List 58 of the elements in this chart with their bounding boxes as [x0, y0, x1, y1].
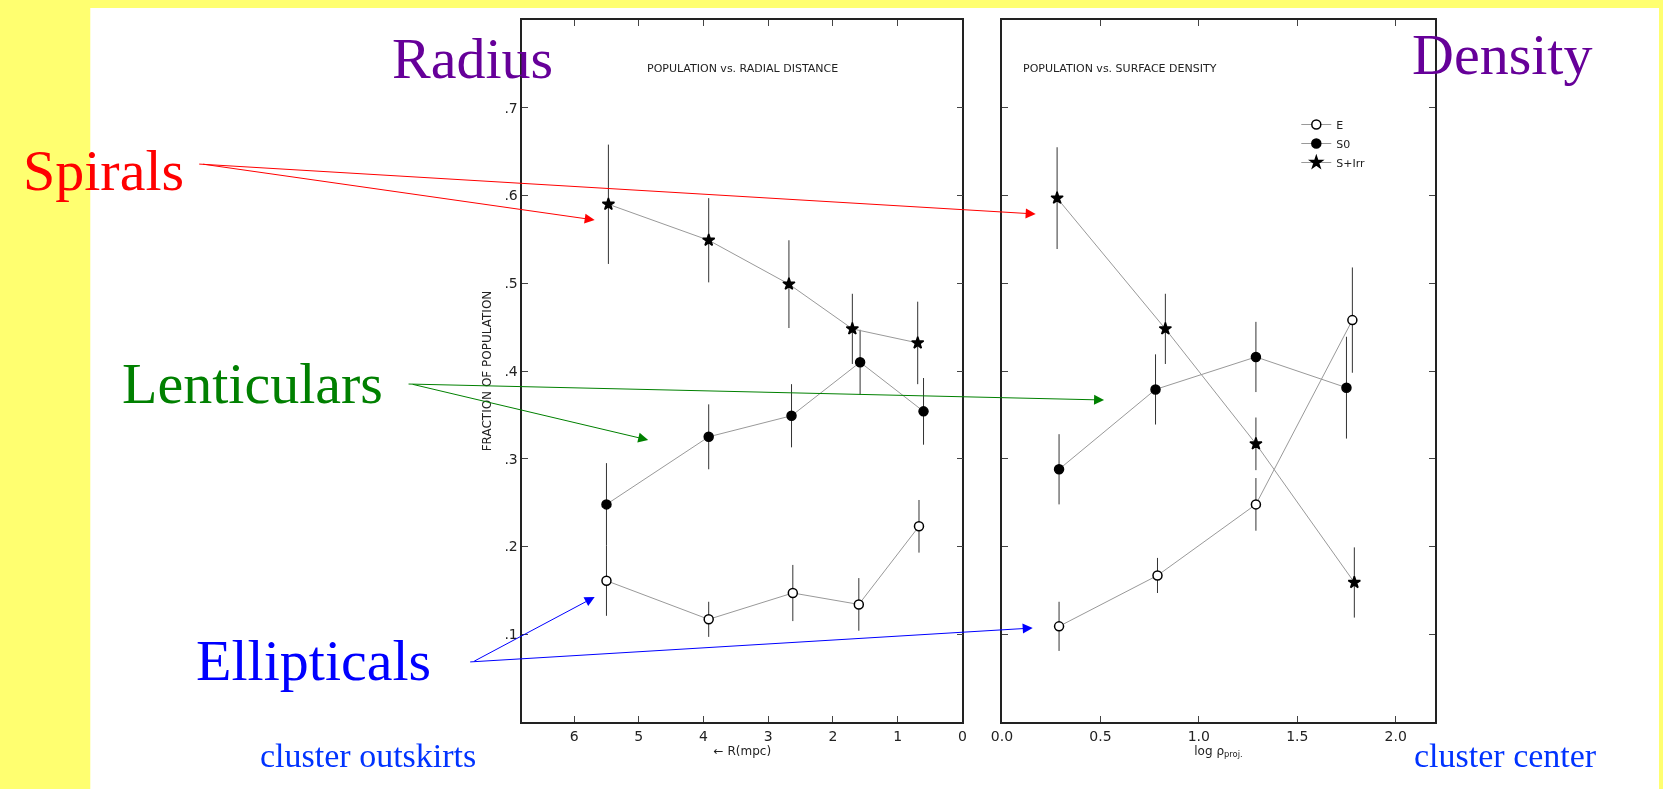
x-tick-label: 0 [957, 727, 967, 744]
point [1249, 436, 1263, 450]
point [1053, 621, 1065, 632]
x-tick-label: 4 [699, 727, 709, 744]
point [701, 233, 716, 247]
point [703, 431, 714, 443]
point [918, 406, 929, 417]
x-tick-label: 1 [893, 727, 903, 744]
y-tick-label: .7 [504, 99, 518, 116]
point [853, 599, 865, 610]
y-tick-label: .3 [504, 450, 518, 467]
y-tick-label: .4 [504, 362, 518, 379]
point [601, 575, 612, 586]
point [1250, 351, 1262, 363]
point [1341, 382, 1352, 393]
x-axis-title: ← R(mpc) [713, 743, 772, 758]
point [854, 356, 866, 368]
y-tick-label: .1 [504, 626, 518, 643]
y-axis-title: FRACTION OF POPULATION [480, 290, 495, 452]
point [1152, 570, 1163, 581]
legend-label: S+Irr [1336, 156, 1366, 170]
y-tick-label: .6 [504, 187, 518, 204]
point [786, 410, 797, 421]
point [1050, 191, 1064, 204]
x-tick-label: 1.5 [1286, 727, 1309, 744]
x-tick-label: 5 [634, 727, 644, 744]
legend-label: S0 [1336, 137, 1351, 151]
x-axis-title: log ρ$_{proj.}$ [1194, 743, 1243, 760]
x-tick-label: 3 [763, 727, 773, 744]
text: Lenticulars [122, 351, 383, 416]
point [1150, 384, 1161, 395]
point [1158, 321, 1173, 335]
text: cluster outskirts [260, 737, 477, 774]
x-tick-label: 0.0 [990, 727, 1014, 744]
point [601, 197, 616, 211]
point [845, 321, 860, 335]
point [601, 499, 612, 510]
text: cluster center [1414, 737, 1597, 774]
x-tick-label: 0.5 [1089, 727, 1112, 744]
point [1347, 575, 1362, 589]
point [787, 587, 799, 599]
point [782, 277, 796, 290]
point [1053, 464, 1065, 475]
text: POPULATION vs. RADIAL DISTANCE [647, 62, 839, 75]
x-tick-label: 1.0 [1187, 727, 1210, 744]
point [913, 521, 925, 532]
y-tick-label: .2 [504, 538, 518, 555]
x-tick-label: 2 [828, 727, 838, 744]
point [703, 614, 714, 625]
point [1250, 499, 1262, 510]
y-tick-label: .5 [504, 275, 518, 292]
x-tick-label: 6 [569, 727, 579, 744]
legend-label: E [1336, 118, 1344, 132]
text: Ellipticals [196, 628, 432, 693]
point [910, 335, 925, 349]
point [1347, 314, 1358, 326]
x-tick-label: 2.0 [1384, 727, 1407, 744]
text: POPULATION vs. SURFACE DENSITY [1023, 62, 1217, 75]
